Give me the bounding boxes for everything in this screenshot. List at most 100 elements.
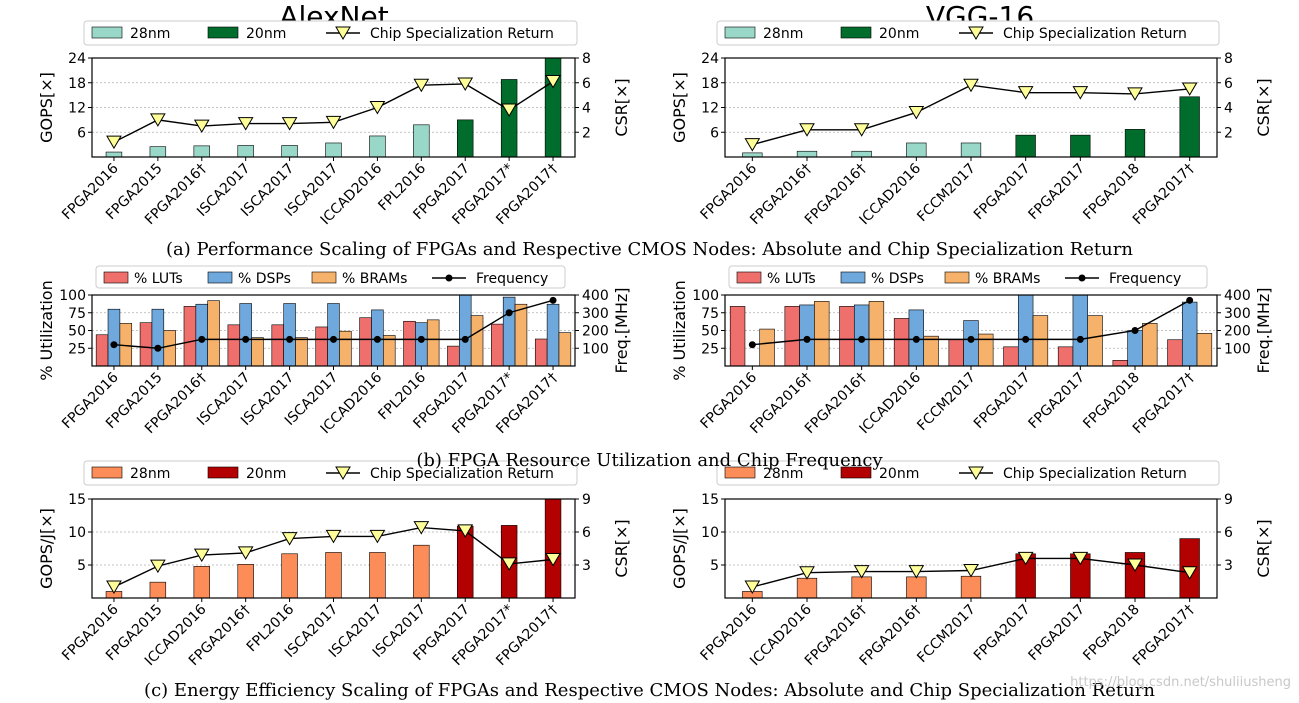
bar-luts-1 <box>139 322 153 367</box>
line-marker-10 <box>549 296 557 304</box>
line-marker-3 <box>237 546 254 560</box>
bar-0 <box>742 152 763 158</box>
bar-luts-10 <box>534 338 548 367</box>
legend-swatch-0 <box>91 466 123 479</box>
line-marker-4 <box>963 564 979 578</box>
bar-luts-3 <box>227 324 241 367</box>
xtick-label: FPGA2017 <box>971 161 1034 224</box>
bar-brams-3 <box>251 337 264 367</box>
bar-brams-7 <box>1142 323 1158 367</box>
ylabel2: CSR[×] <box>612 78 631 136</box>
legend: 28nm 20nm Chip Specialization Return <box>83 460 578 486</box>
line-marker-9 <box>505 309 513 317</box>
bar-5 <box>1015 134 1036 158</box>
legend-label: Chip Specialization Return <box>370 466 554 482</box>
bar-dsps-0 <box>107 308 121 367</box>
legend-swatch-2 <box>311 271 337 284</box>
caption-c: (c) Energy Efficiency Scaling of FPGAs a… <box>144 680 1155 701</box>
bar-luts-5 <box>1003 346 1019 367</box>
line-marker-2 <box>193 548 210 563</box>
ytick2-label: 400 <box>582 288 609 304</box>
ytick-label: 100 <box>692 288 719 304</box>
line-marker-1 <box>799 123 815 137</box>
bar-2 <box>193 566 210 599</box>
line-marker-5 <box>1022 335 1030 343</box>
bar-brams-1 <box>814 301 830 367</box>
legend-label: Chip Specialization Return <box>1003 466 1187 482</box>
legend: % LUTs % DSPs % BRAMs Frequency <box>728 265 1208 289</box>
legend-label: Chip Specialization Return <box>370 26 554 42</box>
ytick-label: 15 <box>701 492 719 508</box>
line-marker-8 <box>1181 82 1198 96</box>
bar-brams-5 <box>339 330 352 367</box>
ytick2-label: 100 <box>1224 341 1251 357</box>
legend-label: % LUTs <box>767 271 816 287</box>
line-marker-2 <box>853 123 870 137</box>
bar-luts-2 <box>839 306 855 367</box>
line-marker-6 <box>373 335 381 343</box>
bar-0 <box>105 151 123 158</box>
bar-brams-1 <box>163 330 176 367</box>
line-marker-5 <box>1017 551 1034 566</box>
ytick2-label: 200 <box>1224 324 1251 340</box>
xtick-label: FPGA2017 <box>971 370 1034 433</box>
ytick2-label: 8 <box>582 51 591 67</box>
legend: 28nm 20nm Chip Specialization Return <box>716 460 1220 486</box>
ytick-label: 24 <box>701 51 719 67</box>
ytick2-label: 9 <box>1224 492 1233 508</box>
ytick-label: 25 <box>68 341 86 357</box>
ylabel: GOPS[×] <box>670 72 689 143</box>
ytick2-label: 6 <box>582 76 591 92</box>
line-marker-4 <box>967 335 975 343</box>
line-marker-2 <box>198 335 206 343</box>
line-marker-3 <box>912 335 920 343</box>
bar-3 <box>906 142 927 158</box>
bar-dsps-1 <box>799 304 815 367</box>
line-marker-3 <box>908 565 925 579</box>
legend-marker <box>335 466 351 480</box>
line-marker-8 <box>1181 566 1198 580</box>
bar-dsps-2 <box>195 303 209 367</box>
bar-luts-7 <box>1112 360 1128 367</box>
ylabel2: CSR[×] <box>1254 78 1273 136</box>
bar-2 <box>193 145 210 158</box>
ytick2-label: 2 <box>1224 125 1233 141</box>
bar-dsps-4 <box>283 303 296 367</box>
ytick2-label: 200 <box>582 324 609 340</box>
line-marker-0 <box>106 580 122 594</box>
line-marker-0 <box>748 341 756 349</box>
bar-luts-5 <box>315 326 328 367</box>
ytick-label: 6 <box>77 125 86 141</box>
line-marker-6 <box>1072 551 1089 566</box>
ytick2-label: 4 <box>1224 101 1233 117</box>
line-marker-4 <box>963 78 979 93</box>
ylabel: GOPS/J[×] <box>670 508 689 589</box>
line-marker-2 <box>858 335 866 343</box>
legend-swatch-0 <box>724 466 756 479</box>
bar-dsps-8 <box>458 294 472 367</box>
caption-b: (b) FPGA Resource Utilization and Chip F… <box>416 450 883 471</box>
legend-swatch-1 <box>207 26 239 39</box>
ytick-label: 12 <box>68 101 86 117</box>
line-marker-5 <box>1017 86 1034 100</box>
ytick2-label: 100 <box>582 341 609 357</box>
bar-4 <box>281 145 298 158</box>
ytick2-label: 400 <box>1224 288 1251 304</box>
legend-marker <box>335 26 351 40</box>
bar-8 <box>1179 96 1200 158</box>
line-marker-1 <box>799 566 815 580</box>
bar-4 <box>960 142 982 158</box>
bar-4 <box>281 553 298 599</box>
ytick2-label: 4 <box>582 101 591 117</box>
legend-swatch-1 <box>840 466 872 479</box>
xtick-label: FPGA2017 <box>1026 370 1089 433</box>
legend-marker <box>1078 274 1086 282</box>
ytick2-label: 3 <box>1224 558 1233 574</box>
bar-brams-2 <box>207 300 220 367</box>
xtick-label: FCCM2017 <box>914 161 979 226</box>
legend-swatch-1 <box>207 271 233 284</box>
bar-1 <box>796 150 818 158</box>
line-marker-5 <box>330 335 337 343</box>
